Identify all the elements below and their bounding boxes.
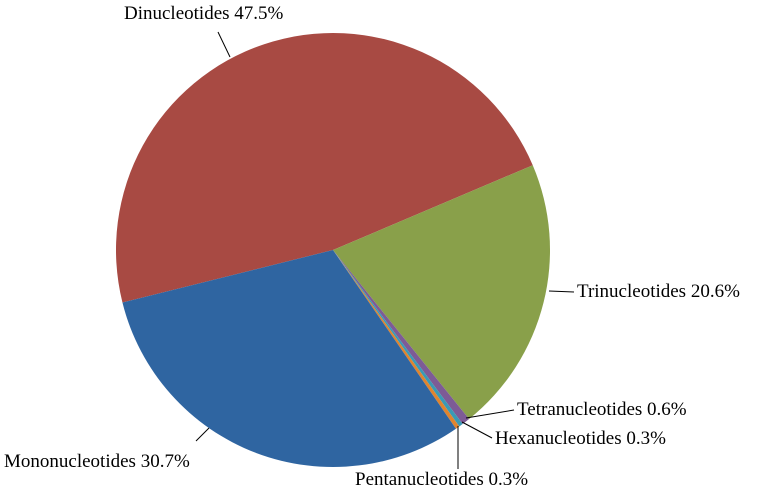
category-name: Pentanucleotides [355, 469, 484, 490]
value-label: 0.6% [647, 399, 687, 420]
value-label: 20.6% [691, 281, 740, 302]
category-name: Mononucleotides [4, 451, 136, 472]
category-name: Trinucleotides [577, 281, 686, 302]
slice-label: Trinucleotides 20.6% [577, 281, 740, 302]
category-name: Hexanucleotides [495, 428, 622, 449]
slice-label: Pentanucleotides 0.3% [355, 469, 528, 490]
value-label: 0.3% [489, 469, 529, 490]
pie-slice [333, 250, 470, 425]
pie-slice [122, 250, 456, 468]
pie-slice [333, 250, 463, 427]
slice-label: Tetranucleotides 0.6% [517, 399, 687, 420]
slice-label: Mononucleotides 30.7% [4, 451, 190, 472]
category-name: Tetranucleotides [517, 399, 642, 420]
value-label: 47.5% [234, 3, 283, 24]
value-label: 30.7% [141, 451, 190, 472]
value-label: 0.3% [626, 428, 666, 449]
slice-label: Dinucleotides 47.5% [124, 3, 284, 24]
pie-slice [115, 32, 533, 303]
pie-slice [333, 165, 550, 420]
leader-line [217, 31, 231, 58]
pie-slice [333, 250, 460, 429]
leader-line [465, 409, 515, 419]
leader-line [461, 421, 493, 439]
category-name: Dinucleotides [124, 3, 230, 24]
slice-label: Hexanucleotides 0.3% [495, 428, 666, 449]
leader-line [195, 427, 210, 442]
leader-line [548, 290, 575, 293]
